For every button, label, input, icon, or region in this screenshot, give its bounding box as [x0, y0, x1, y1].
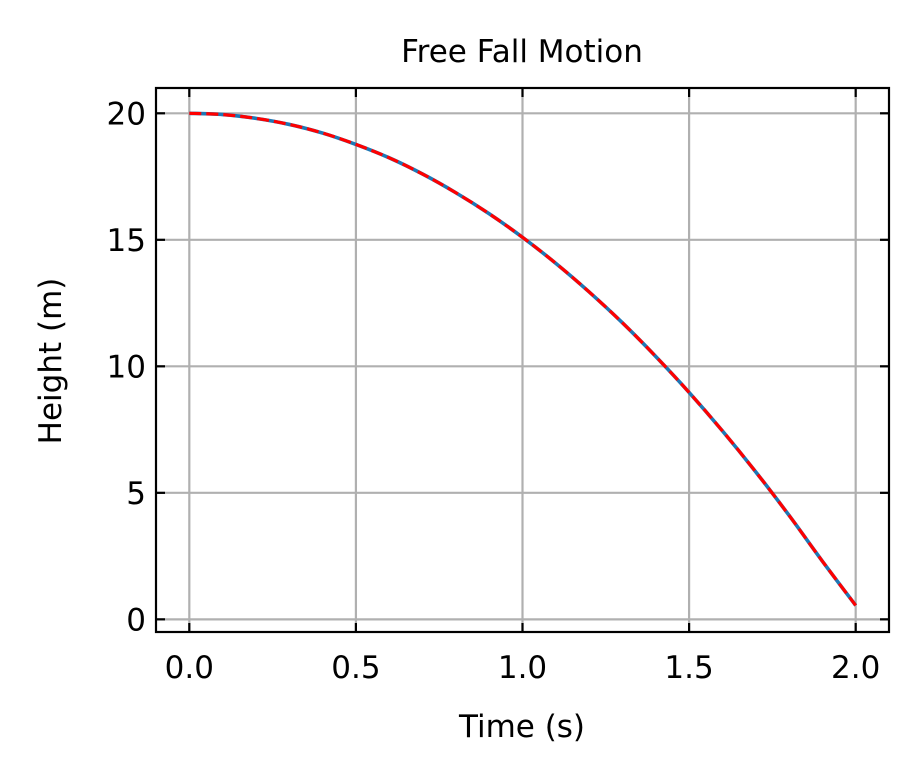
- x-tick-label: 1.5: [664, 650, 713, 686]
- y-tick-label: 15: [107, 223, 146, 259]
- y-tick-label: 10: [107, 349, 146, 385]
- x-tick-label: 0.0: [165, 650, 214, 686]
- y-tick-label: 0: [126, 602, 146, 638]
- y-axis-title: Height (m): [33, 278, 69, 445]
- x-tick-label: 0.5: [331, 650, 380, 686]
- tick-labels: 0.0 0.5 1.0 1.5 2.0 0 5 10 15 20: [107, 96, 881, 686]
- series-layer: [189, 111, 858, 607]
- grid: [156, 88, 889, 632]
- series-line-2-dashed: [189, 111, 857, 607]
- chart-title: Free Fall Motion: [401, 34, 643, 70]
- ticks: [156, 88, 889, 632]
- x-axis-title: Time (s): [458, 709, 585, 745]
- y-tick-label: 5: [126, 476, 146, 512]
- y-tick-label: 20: [107, 96, 146, 132]
- x-tick-label: 1.0: [498, 650, 547, 686]
- x-tick-label: 2.0: [831, 650, 880, 686]
